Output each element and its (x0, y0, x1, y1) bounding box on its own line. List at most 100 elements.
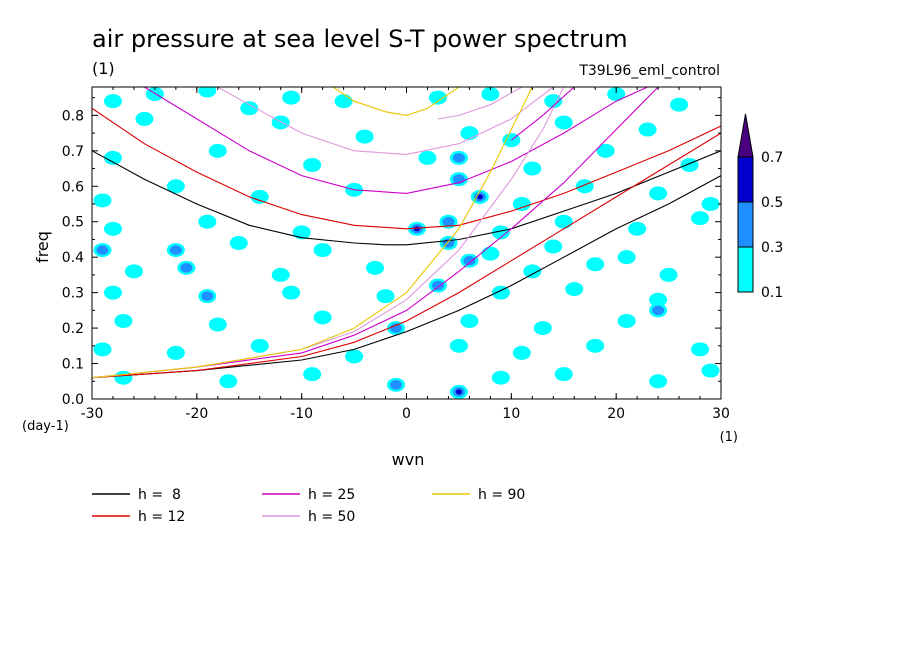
colorbar-label: 0.7 (761, 150, 783, 166)
spectrum-blob (345, 349, 364, 364)
spectrum-blob (114, 370, 133, 385)
spectrum-blob (103, 285, 122, 300)
dispersion-curve (437, 87, 523, 120)
spectrum-blob (303, 367, 322, 382)
spectrum-blob (617, 250, 636, 265)
x-tick-label: 30 (712, 406, 730, 422)
spectrum-blob (292, 225, 311, 240)
spectrum-blob (166, 345, 185, 360)
y-tick-label: 0.7 (62, 144, 84, 160)
x-tick-label: 20 (607, 406, 625, 422)
chart-subtitle-left: (1) (92, 59, 115, 78)
x-tick-label: 10 (502, 406, 520, 422)
y-tick-label: 0.4 (62, 250, 84, 266)
y-tick-label: 0.1 (62, 357, 84, 373)
spectrum-blob (512, 197, 531, 211)
spectrum-blob (313, 310, 332, 325)
spectrum-blob (413, 226, 420, 232)
spectrum-blob (652, 305, 665, 316)
legend-label: h = 25 (308, 487, 355, 503)
dispersion-curve (92, 107, 721, 230)
spectrum-blob (565, 282, 584, 297)
spectrum-blob (431, 280, 444, 291)
colorbar: 0.1 0.3 0.5 0.7 (737, 113, 783, 301)
spectrum-blob (114, 314, 133, 328)
x-axis: -30 -20 -10 0 10 20 30 (81, 87, 730, 422)
power-spectrum-field (93, 87, 720, 399)
spectrum-blob (680, 158, 699, 172)
y-axis: 0.0 0.1 0.2 0.3 0.4 0.5 0.6 0.7 0.8 (62, 97, 721, 408)
dispersion-curve (92, 175, 721, 379)
spectrum-blob (691, 211, 710, 226)
spectrum-blob (701, 363, 720, 378)
chart-subtitle-right: T39L96_eml_control (578, 63, 720, 79)
spectrum-blob (691, 342, 710, 357)
legend-label: h = 8 (138, 487, 181, 503)
spectrum-blob (418, 150, 437, 165)
spectrum-blob (476, 194, 483, 200)
dispersion-curve (92, 150, 721, 246)
x-tick-label: -10 (290, 406, 313, 422)
spectrum-blob (554, 367, 573, 382)
spectrum-blob (93, 342, 112, 357)
spectrum-blob (670, 97, 689, 112)
colorbar-label: 0.3 (761, 240, 783, 256)
x-tick-label: -20 (185, 406, 208, 422)
colorbar-label: 0.5 (761, 195, 783, 211)
spectrum-blob (103, 94, 122, 109)
spectrum-blob (491, 285, 510, 300)
spectrum-blob (166, 179, 185, 194)
chart-title: air pressure at sea level S-T power spec… (92, 25, 628, 53)
spectrum-blob (303, 158, 322, 172)
spectrum-blob (481, 87, 500, 102)
colorbar-extend-arrow (737, 113, 754, 158)
spectrum-blob (649, 292, 668, 307)
spectrum-blob (208, 143, 227, 158)
x-axis-label: wvn (392, 450, 425, 469)
spectrum-blob (96, 245, 109, 255)
spectrum-blob (390, 323, 403, 333)
spectrum-blob (586, 338, 605, 353)
spectrum-blob (491, 370, 510, 385)
spectrum-blob (103, 221, 122, 236)
spectrum-blob (198, 87, 217, 98)
spectrum-blob (282, 285, 301, 300)
spectrum-blob (201, 291, 214, 301)
spectrum-blob (208, 317, 227, 332)
spectrum-blob (219, 374, 238, 389)
spectrum-blob (250, 189, 269, 204)
spectrum-blob (554, 214, 573, 229)
spectrum-blob (250, 338, 269, 353)
dispersion-curve (92, 132, 721, 379)
legend-label: h = 90 (478, 487, 525, 503)
spectrum-blob (229, 236, 248, 250)
spectrum-blob (607, 87, 626, 102)
legend: h = 8 h = 12 h = 25 h = 50 h = 90 (92, 487, 525, 525)
dispersion-curve (332, 87, 460, 116)
dispersion-curve (510, 87, 575, 141)
x-tick-label: 0 (402, 406, 411, 422)
spectrum-blob (198, 214, 217, 229)
colorbar-segment (737, 201, 754, 248)
spectrum-blob (544, 239, 563, 254)
spectrum-blob (103, 150, 122, 165)
spectrum-blob (449, 338, 468, 353)
spectrum-blob (491, 225, 510, 240)
spectrum-blob (240, 101, 259, 116)
spectrum-blob (135, 111, 154, 126)
spectrum-blob (452, 153, 465, 163)
spectrum-blob (390, 380, 403, 390)
spectrum-blob (533, 321, 552, 336)
x-axis-unit: (1) (720, 430, 738, 445)
spectrum-blob (523, 161, 542, 176)
spectrum-blob (596, 143, 615, 158)
spectrum-blob (463, 255, 476, 266)
spectrum-blob (313, 243, 332, 258)
dispersion-curve (144, 87, 648, 194)
spectrum-blob (460, 126, 479, 141)
spectrum-blob (544, 94, 563, 109)
spectrum-blob (554, 115, 573, 130)
spectrum-blob (442, 216, 455, 227)
spectrum-blob (481, 246, 500, 261)
y-axis-unit: (day-1) (22, 419, 69, 434)
